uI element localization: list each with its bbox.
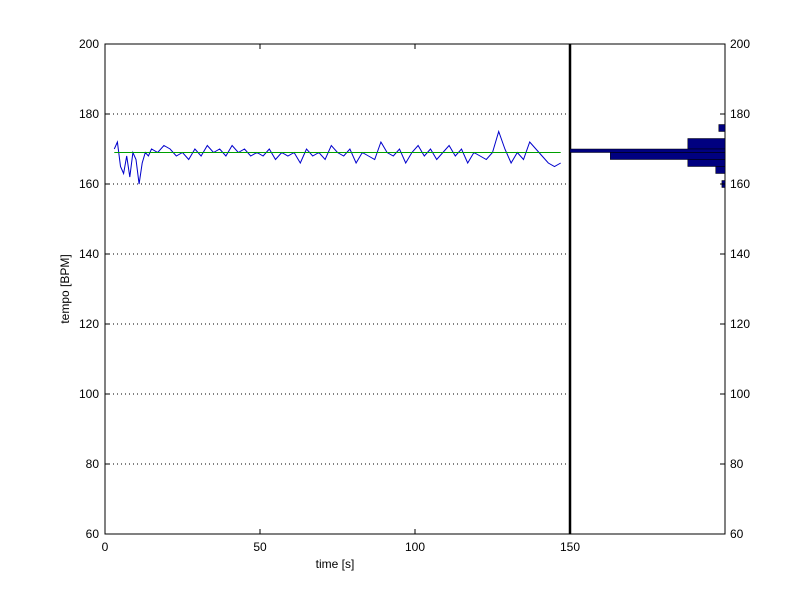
y-tick-label: 160 xyxy=(79,177,99,191)
y-tick-label: 200 xyxy=(79,37,99,51)
histogram-bar xyxy=(687,138,726,150)
series-group xyxy=(113,129,561,185)
x-axis-label: time [s] xyxy=(316,557,355,571)
right-y-tick-label: 60 xyxy=(730,527,744,541)
series-line xyxy=(113,129,561,185)
axis-ticks: 60 80 100 120 140 160 180 200 60 80 100 120 140 160 18… xyxy=(79,37,750,554)
histogram-bar xyxy=(569,148,726,153)
x-tick-label: 50 xyxy=(253,540,267,554)
x-tick-label: 0 xyxy=(102,540,109,554)
y-tick-label: 180 xyxy=(79,107,99,121)
y-tick-label: 80 xyxy=(86,457,100,471)
histogram-bar xyxy=(687,159,726,167)
right-y-tick-label: 140 xyxy=(730,247,750,261)
y-tick-label: 120 xyxy=(79,317,99,331)
right-y-tick-label: 200 xyxy=(730,37,750,51)
right-y-tick-label: 180 xyxy=(730,107,750,121)
plot-frame xyxy=(104,43,726,535)
y-tick-label: 140 xyxy=(79,247,99,261)
right-y-tick-label: 80 xyxy=(730,457,744,471)
right-y-tick-label: 100 xyxy=(730,387,750,401)
histogram-bar xyxy=(610,152,726,160)
histogram xyxy=(569,124,726,188)
y-axis-label: tempo [BPM] xyxy=(58,254,72,323)
histogram-bar xyxy=(715,166,726,174)
y-tick-label: 60 xyxy=(86,527,100,541)
grid-lines xyxy=(105,113,570,465)
y-tick-label: 100 xyxy=(79,387,99,401)
x-tick-label: 150 xyxy=(560,540,580,554)
right-y-tick-label: 120 xyxy=(730,317,750,331)
right-y-tick-label: 160 xyxy=(730,177,750,191)
x-tick-label: 100 xyxy=(405,540,425,554)
histogram-bar xyxy=(718,124,726,132)
